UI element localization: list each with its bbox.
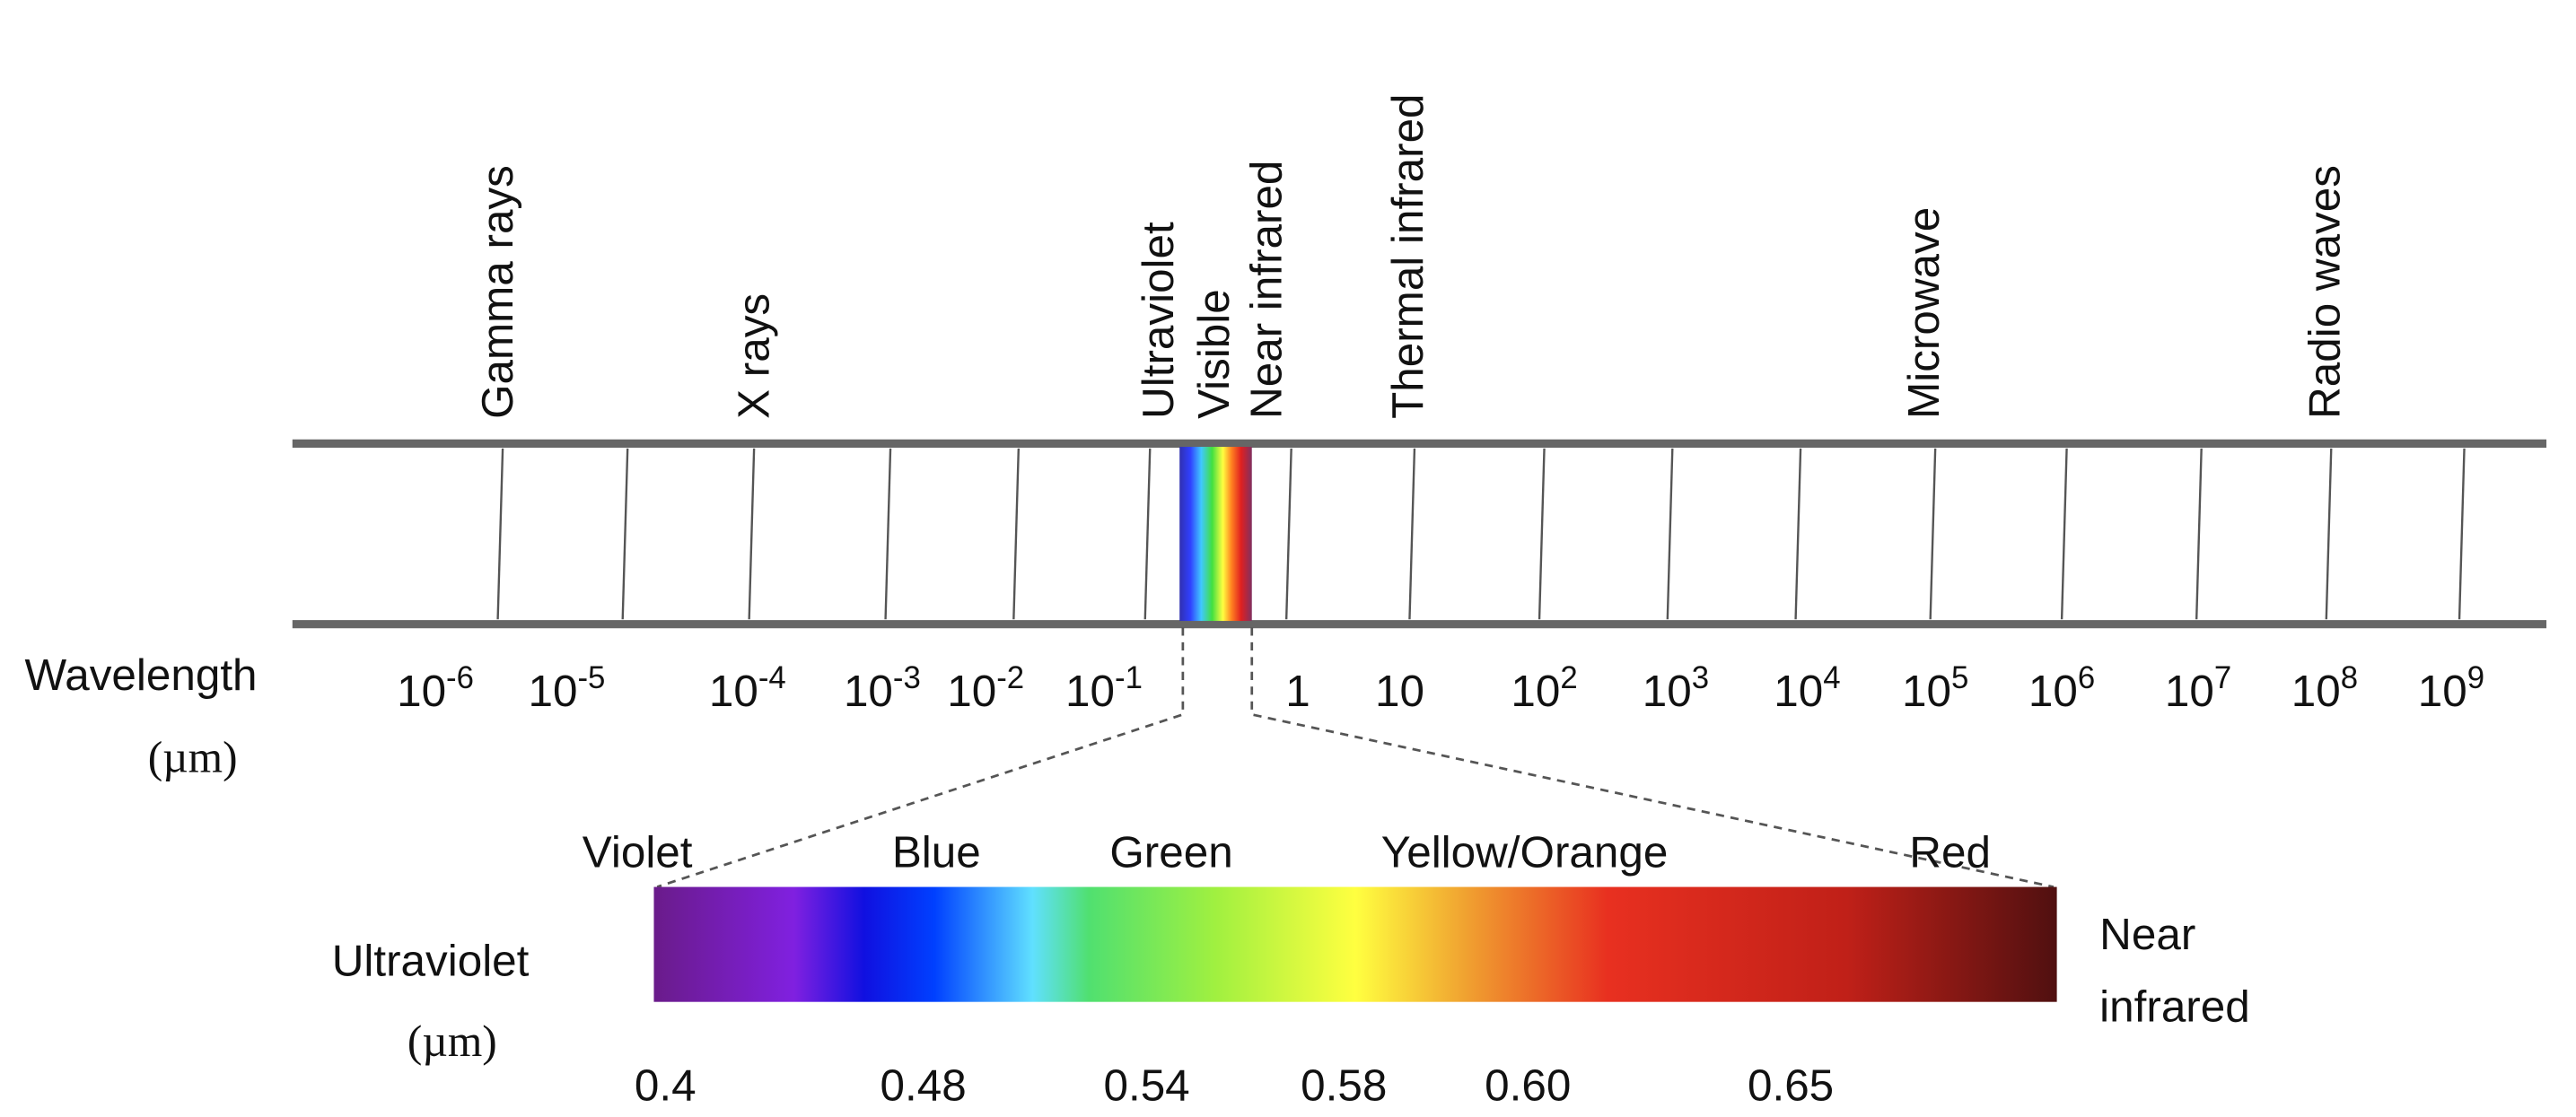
color-label: Red bbox=[1909, 828, 1991, 877]
visible-spectrum bbox=[653, 886, 2057, 1002]
separator bbox=[2458, 448, 2466, 620]
tick-base: 10 bbox=[1902, 667, 1951, 716]
separator bbox=[1794, 448, 1802, 620]
tick-label: 108 bbox=[2291, 661, 2358, 716]
band-label: Ultraviolet bbox=[1134, 222, 1183, 419]
tick-exponent: -6 bbox=[446, 661, 474, 695]
tick-label: 1 bbox=[1285, 667, 1310, 716]
tick-base: 10 bbox=[2028, 667, 2078, 716]
left-label: Ultraviolet bbox=[332, 936, 530, 985]
color-label: Blue bbox=[892, 828, 981, 877]
tick-label: 0.60 bbox=[1485, 1061, 1571, 1111]
separator bbox=[1929, 448, 1937, 620]
color-label: Yellow/Orange bbox=[1381, 828, 1669, 877]
axis-label: Wavelength bbox=[24, 650, 257, 700]
tick-exponent: 2 bbox=[1560, 661, 1577, 695]
tick-base: 10 bbox=[1774, 667, 1823, 716]
tick-base: 10 bbox=[2418, 667, 2467, 716]
tick-label: 0.58 bbox=[1301, 1061, 1387, 1111]
tick-base: 10 bbox=[709, 667, 758, 716]
separator bbox=[884, 448, 892, 620]
separator bbox=[748, 448, 756, 620]
band-label: Visible bbox=[1189, 289, 1239, 419]
tick-label: 10-6 bbox=[397, 661, 474, 716]
tick-base: 10 bbox=[947, 667, 996, 716]
tick-exponent: -2 bbox=[996, 661, 1024, 695]
tick-base: 10 bbox=[1643, 667, 1692, 716]
tick-label: 10-1 bbox=[1065, 661, 1143, 716]
band-label: Near infrared bbox=[1242, 161, 1292, 419]
tick-exponent: 7 bbox=[2214, 661, 2231, 695]
tick-base: 10 bbox=[1375, 667, 1424, 716]
right-label: infrared bbox=[2099, 982, 2250, 1032]
tick-label: 10 bbox=[1375, 667, 1424, 716]
tick-base: 10 bbox=[397, 667, 446, 716]
unit-label: (µm) bbox=[407, 1017, 497, 1066]
separator bbox=[1143, 448, 1152, 620]
band-label: X rays bbox=[730, 293, 779, 419]
tick-label: 10-3 bbox=[844, 661, 921, 716]
right-label: Near bbox=[2099, 910, 2195, 959]
tick-label: 10-5 bbox=[529, 661, 606, 716]
tick-label: 104 bbox=[1774, 661, 1840, 716]
separator bbox=[1408, 448, 1416, 620]
band-label: Thermal infrared bbox=[1383, 93, 1433, 418]
tick-exponent: -3 bbox=[893, 661, 921, 695]
tick-exponent: -4 bbox=[758, 661, 786, 695]
tick-label: 103 bbox=[1643, 661, 1709, 716]
separator bbox=[2060, 448, 2068, 620]
tick-lines bbox=[496, 448, 2466, 620]
tick-label: 106 bbox=[2028, 661, 2095, 716]
visible-band bbox=[1179, 447, 1252, 622]
separator bbox=[1012, 448, 1021, 620]
tick-label: 107 bbox=[2165, 661, 2231, 716]
tick-exponent: -5 bbox=[577, 661, 605, 695]
band-label: Radio waves bbox=[2300, 165, 2349, 419]
band-label: Microwave bbox=[1899, 207, 1949, 419]
tick-exponent: 6 bbox=[2078, 661, 2095, 695]
separator bbox=[2195, 448, 2203, 620]
tick-label: 0.4 bbox=[635, 1061, 697, 1111]
unit-label: (µm) bbox=[148, 732, 238, 781]
separator bbox=[1666, 448, 1674, 620]
tick-exponent: 4 bbox=[1823, 661, 1840, 695]
tick-label: 0.65 bbox=[1748, 1061, 1834, 1111]
tick-exponent: 3 bbox=[1692, 661, 1709, 695]
tick-label: 109 bbox=[2418, 661, 2484, 716]
tick-exponent: 8 bbox=[2341, 661, 2358, 695]
separator bbox=[621, 448, 629, 620]
tick-label: 0.48 bbox=[881, 1061, 967, 1111]
color-label: Violet bbox=[583, 828, 693, 877]
tick-base: 1 bbox=[1285, 667, 1310, 716]
tick-base: 10 bbox=[2291, 667, 2341, 716]
tick-exponent: -1 bbox=[1115, 661, 1143, 695]
tick-label: 10-2 bbox=[947, 661, 1024, 716]
separator bbox=[1284, 448, 1292, 620]
tick-label: 0.54 bbox=[1104, 1061, 1190, 1111]
separator bbox=[1538, 448, 1546, 620]
tick-label: 10-4 bbox=[709, 661, 786, 716]
tick-label: 102 bbox=[1511, 661, 1577, 716]
tick-base: 10 bbox=[1511, 667, 1560, 716]
tick-base: 10 bbox=[844, 667, 893, 716]
separator bbox=[2325, 448, 2333, 620]
tick-base: 10 bbox=[1065, 667, 1115, 716]
tick-exponent: 5 bbox=[1951, 661, 1968, 695]
tick-base: 10 bbox=[2165, 667, 2214, 716]
tick-label: 105 bbox=[1902, 661, 1968, 716]
separator bbox=[496, 448, 504, 620]
tick-base: 10 bbox=[529, 667, 578, 716]
tick-exponent: 9 bbox=[2467, 661, 2484, 695]
band-label: Gamma rays bbox=[473, 165, 522, 419]
color-label: Green bbox=[1109, 828, 1232, 877]
